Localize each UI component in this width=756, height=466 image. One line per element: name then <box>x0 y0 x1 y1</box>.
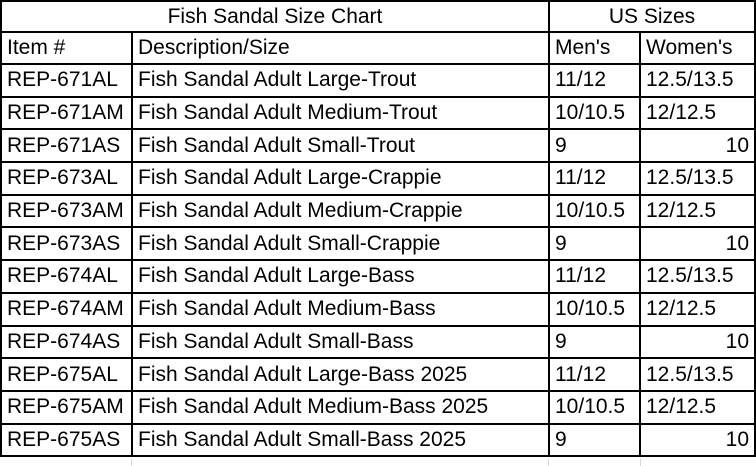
description-cell[interactable]: Fish Sandal Adult Large-Trout <box>131 63 550 98</box>
description-cell[interactable]: Fish Sandal Adult Medium-Bass 2025 <box>131 389 550 425</box>
womens-cell[interactable]: 12.5/13.5 <box>638 259 756 294</box>
table-row: REP-674AL Fish Sandal Adult Large-Bass 11/… <box>0 259 756 294</box>
item-cell[interactable]: REP-671AM <box>0 95 133 131</box>
item-cell[interactable]: REP-674AL <box>0 259 133 294</box>
description-cell[interactable]: Fish Sandal Adult Medium-Trout <box>131 95 550 131</box>
mens-cell[interactable]: 9 <box>548 422 641 458</box>
womens-cell[interactable]: 10 <box>638 128 756 164</box>
table-row: REP-675AM Fish Sandal Adult Medium-Bass 2… <box>0 389 756 425</box>
item-cell[interactable]: REP-675AS <box>0 422 133 458</box>
item-cell[interactable]: REP-673AS <box>0 226 133 262</box>
mens-cell[interactable]: 9 <box>548 324 641 360</box>
womens-cell[interactable]: 12/12.5 <box>638 389 756 425</box>
title-row: Fish Sandal Size Chart US Sizes <box>0 0 756 33</box>
table-row: REP-674AM Fish Sandal Adult Medium-Bass 10… <box>0 291 756 327</box>
mens-cell[interactable]: 11/12 <box>548 259 641 294</box>
item-cell[interactable]: REP-671AL <box>0 63 133 98</box>
table-row: REP-671AM Fish Sandal Adult Medium-Trout 1… <box>0 95 756 131</box>
mens-cell[interactable]: 10/10.5 <box>548 193 641 229</box>
item-cell[interactable]: REP-674AS <box>0 324 133 360</box>
table-row: REP-675AS Fish Sandal Adult Small-Bass 20… <box>0 422 756 458</box>
us-sizes-header-cell[interactable]: US Sizes <box>547 0 756 33</box>
table-row: REP-674AS Fish Sandal Adult Small-Bass 9 10 <box>0 324 756 360</box>
table-row: REP-671AL Fish Sandal Adult Large-Trout 11… <box>0 63 756 98</box>
womens-cell[interactable]: 12.5/13.5 <box>638 161 756 196</box>
womens-cell[interactable]: 10 <box>638 226 756 262</box>
womens-header-cell[interactable]: Women's <box>638 31 756 65</box>
description-cell[interactable]: Fish Sandal Adult Medium-Bass <box>131 291 550 327</box>
womens-cell[interactable]: 12/12.5 <box>638 95 756 131</box>
item-cell[interactable]: REP-673AM <box>0 193 133 229</box>
description-cell[interactable]: Fish Sandal Adult Small-Crappie <box>131 226 550 262</box>
gridline-item-column <box>131 459 132 466</box>
womens-cell[interactable]: 12/12.5 <box>638 193 756 229</box>
womens-cell[interactable]: 10 <box>638 422 756 458</box>
chart-title-cell[interactable]: Fish Sandal Size Chart <box>0 0 550 33</box>
gridline-womens-column <box>640 459 641 466</box>
mens-cell[interactable]: 10/10.5 <box>548 291 641 327</box>
gridline-mens-column <box>548 459 549 466</box>
table-row: REP-671AS Fish Sandal Adult Small-Trout 9 1… <box>0 128 756 164</box>
womens-cell[interactable]: 12/12.5 <box>638 291 756 327</box>
mens-header-cell[interactable]: Men's <box>548 31 641 65</box>
table-row: REP-673AL Fish Sandal Adult Large-Crappie… <box>0 161 756 196</box>
description-cell[interactable]: Fish Sandal Adult Large-Crappie <box>131 161 550 196</box>
mens-cell[interactable]: 10/10.5 <box>548 95 641 131</box>
womens-cell[interactable]: 12.5/13.5 <box>638 357 756 392</box>
mens-cell[interactable]: 11/12 <box>548 161 641 196</box>
description-cell[interactable]: Fish Sandal Adult Large-Bass <box>131 259 550 294</box>
item-cell[interactable]: REP-675AL <box>0 357 133 392</box>
table-row: REP-673AS Fish Sandal Adult Small-Crappie… <box>0 226 756 262</box>
mens-cell[interactable]: 9 <box>548 226 641 262</box>
mens-cell[interactable]: 11/12 <box>548 63 641 98</box>
table-row: REP-675AL Fish Sandal Adult Large-Bass 20… <box>0 357 756 392</box>
description-cell[interactable]: Fish Sandal Adult Large-Bass 2025 <box>131 357 550 392</box>
item-cell[interactable]: REP-675AM <box>0 389 133 425</box>
mens-cell[interactable]: 9 <box>548 128 641 164</box>
column-header-row: Item # Description/Size Men's Women's <box>0 31 756 65</box>
item-cell[interactable]: REP-671AS <box>0 128 133 164</box>
womens-cell[interactable]: 10 <box>638 324 756 360</box>
description-cell[interactable]: Fish Sandal Adult Small-Bass <box>131 324 550 360</box>
table-row: REP-673AM Fish Sandal Adult Medium-Crappi… <box>0 193 756 229</box>
description-cell[interactable]: Fish Sandal Adult Small-Bass 2025 <box>131 422 550 458</box>
description-header-cell[interactable]: Description/Size <box>131 31 550 65</box>
description-cell[interactable]: Fish Sandal Adult Medium-Crappie <box>131 193 550 229</box>
mens-cell[interactable]: 10/10.5 <box>548 389 641 425</box>
item-cell[interactable]: REP-673AL <box>0 161 133 196</box>
mens-cell[interactable]: 11/12 <box>548 357 641 392</box>
item-number-header-cell[interactable]: Item # <box>0 31 133 65</box>
womens-cell[interactable]: 12.5/13.5 <box>638 63 756 98</box>
description-cell[interactable]: Fish Sandal Adult Small-Trout <box>131 128 550 164</box>
item-cell[interactable]: REP-674AM <box>0 291 133 327</box>
